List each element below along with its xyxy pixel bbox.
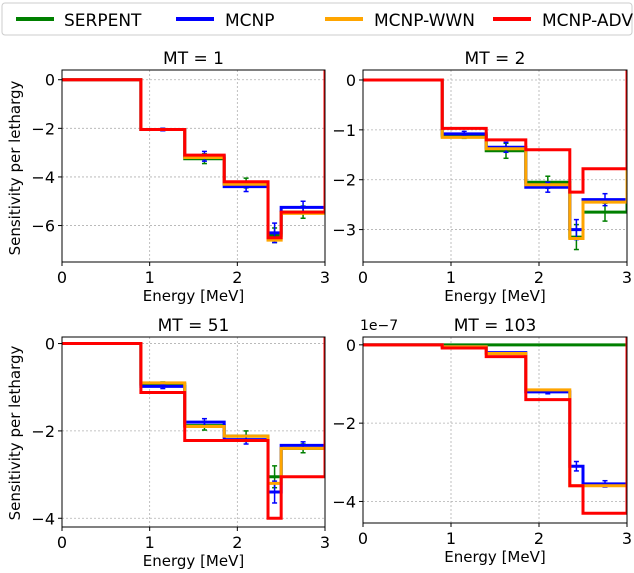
error-bar-mcnp	[573, 460, 579, 472]
chart-title: MT = 1	[163, 49, 224, 69]
chart-title: MT = 51	[158, 316, 230, 336]
y-tick-label: 0	[346, 71, 356, 90]
chart-panel-mt-103: 0 1 2 3 0 −2 −4 MT = 103 1e−7 Energy [MeV]	[332, 316, 632, 566]
series-line-mcnp-adv	[62, 70, 325, 240]
grid	[61, 337, 326, 527]
x-tick-label: 3	[320, 533, 330, 552]
chart-title: MT = 2	[465, 49, 526, 69]
series-line-mcnp-adv	[363, 70, 627, 194]
series-line-mcnp	[62, 70, 325, 235]
legend-item-mcnp: MCNP	[176, 11, 275, 31]
axes-frame	[61, 336, 326, 528]
y-tick-label: −3	[332, 221, 356, 240]
y-tick-label: 0	[45, 335, 55, 354]
x-axis: 0 1 2 3	[358, 262, 632, 287]
series-line-mcnp-wwn	[62, 337, 325, 485]
legend-item-mcnp-wwn: MCNP-WWN	[325, 11, 475, 31]
legend-label: MCNP	[225, 11, 275, 31]
y-axis-label: Sensitivity per lethargy	[6, 345, 24, 520]
y-axis: 0 −2 −4	[31, 335, 62, 528]
y-tick-label: −2	[31, 422, 55, 441]
series-line-serpent	[62, 70, 325, 237]
x-tick-label: 1	[446, 529, 456, 548]
legend-item-serpent: SERPENT	[16, 11, 142, 31]
series-line-mcnp-adv	[363, 337, 627, 515]
legend-label: MCNP-WWN	[374, 11, 475, 31]
grid	[362, 70, 628, 262]
y-tick-label: −2	[332, 171, 356, 190]
x-tick-label: 2	[232, 268, 242, 287]
x-axis: 0 1 2 3	[57, 262, 330, 287]
axis-offset-label: 1e−7	[360, 318, 398, 334]
chart-title: MT = 103	[454, 316, 537, 336]
x-axis-label: Energy [MeV]	[143, 287, 244, 305]
x-tick-label: 0	[358, 268, 368, 287]
axes-frame	[362, 69, 628, 263]
x-axis-label: Energy [MeV]	[444, 548, 545, 566]
legend-item-mcnp-adv: MCNP-ADV	[493, 11, 633, 31]
y-tick-label: −6	[31, 217, 55, 236]
y-axis: 0 −2 −4 −6	[31, 71, 62, 236]
y-axis: 0 −1 −2 −3	[332, 71, 363, 240]
plot-area	[363, 70, 627, 251]
y-tick-label: −4	[332, 492, 356, 511]
y-tick-label: −4	[31, 168, 55, 187]
x-tick-label: 0	[57, 533, 67, 552]
plot-area	[62, 70, 325, 244]
grid	[61, 70, 326, 262]
x-tick-label: 0	[358, 529, 368, 548]
x-tick-label: 3	[622, 268, 632, 287]
series-line-mcnp	[363, 337, 627, 486]
x-axis: 0 1 2 3	[358, 523, 632, 548]
panels: 0 1 2 3 0 −2 −4 −6 MT = 1 Energy [MeV] Sensitivity…	[6, 49, 632, 570]
y-tick-label: 0	[45, 71, 55, 90]
legend: SERPENT MCNP MCNP-WWN MCNP-ADV	[1, 2, 633, 36]
series-line-serpent	[363, 337, 627, 347]
y-axis-label: Sensitivity per lethargy	[6, 80, 24, 255]
x-axis-label: Energy [MeV]	[143, 552, 244, 570]
axes-frame	[362, 336, 628, 524]
plot-area	[62, 337, 325, 520]
legend-frame	[1, 2, 633, 36]
y-tick-label: −2	[31, 119, 55, 138]
legend-label: SERPENT	[64, 11, 142, 31]
y-tick-label: −4	[31, 509, 55, 528]
series-line-serpent	[363, 70, 627, 239]
x-tick-label: 2	[232, 533, 242, 552]
series-line-mcnp	[62, 337, 325, 494]
chart-panel-mt-51: 0 1 2 3 0 −2 −4 MT = 51 Energy [MeV] Sensitivity …	[6, 316, 330, 570]
chart-panel-mt-1: 0 1 2 3 0 −2 −4 −6 MT = 1 Energy [MeV] Sensitivity…	[6, 49, 330, 305]
grid	[362, 337, 628, 523]
y-tick-label: −1	[332, 121, 356, 140]
x-tick-label: 3	[320, 268, 330, 287]
plot-area	[363, 337, 627, 515]
x-tick-label: 0	[57, 268, 67, 287]
x-tick-label: 3	[622, 529, 632, 548]
x-axis: 0 1 2 3	[57, 527, 330, 552]
series-line-serpent	[62, 337, 325, 479]
y-tick-label: −2	[332, 414, 356, 433]
x-tick-label: 1	[446, 268, 456, 287]
series-line-mcnp-wwn	[363, 337, 627, 488]
x-tick-label: 1	[145, 268, 155, 287]
x-tick-label: 1	[145, 533, 155, 552]
chart-panel-mt-2: 0 1 2 3 0 −1 −2 −3 MT = 2 Energy [MeV]	[332, 49, 632, 305]
y-tick-label: 0	[346, 336, 356, 355]
series-line-mcnp-wwn	[363, 70, 627, 241]
series-line-mcnp-adv	[62, 337, 325, 520]
legend-label: MCNP-ADV	[542, 11, 633, 31]
x-tick-label: 2	[534, 529, 544, 548]
x-tick-label: 2	[534, 268, 544, 287]
axes-frame	[61, 69, 326, 263]
y-axis: 0 −2 −4	[332, 336, 363, 511]
x-axis-label: Energy [MeV]	[444, 287, 545, 305]
